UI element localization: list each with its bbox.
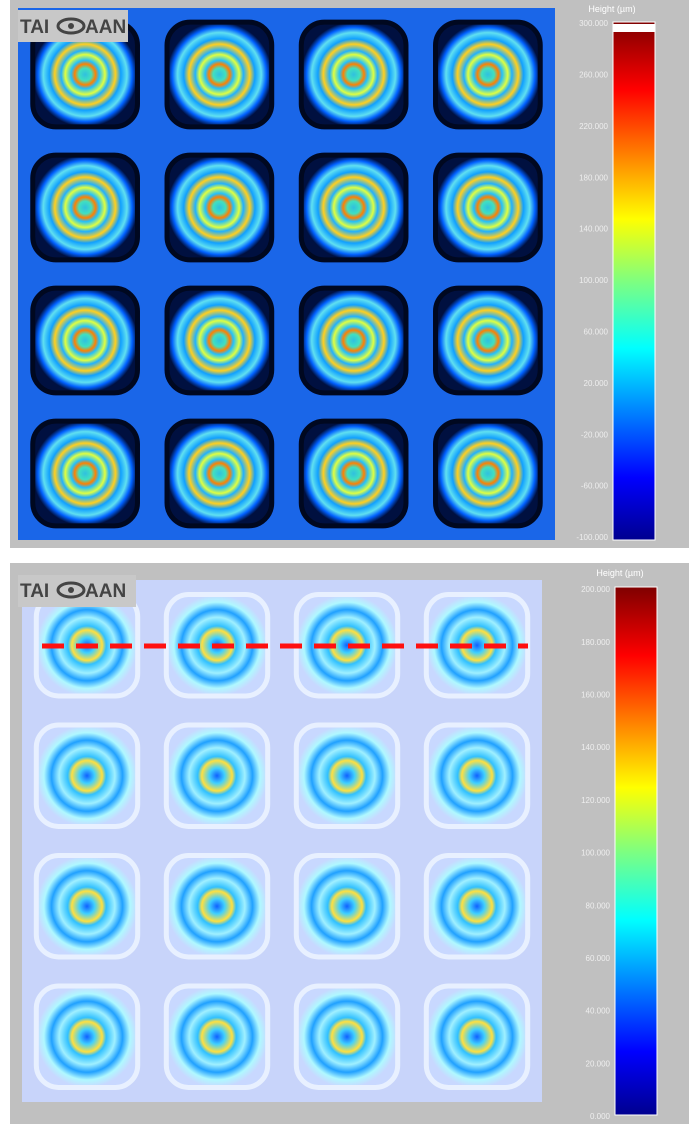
bump	[436, 288, 541, 393]
bump	[296, 986, 397, 1087]
logo-text: TAI	[20, 17, 49, 38]
colorbar-title: Height (µm)	[596, 568, 643, 578]
colorbar-tick: -100.000	[576, 533, 608, 542]
logo-text: AAN	[85, 17, 126, 38]
colorbar-tick: 180.000	[579, 173, 608, 182]
colorbar-tick: 60.000	[584, 328, 609, 337]
bump	[167, 155, 272, 260]
bump	[33, 155, 138, 260]
bump	[296, 725, 397, 826]
bump	[166, 986, 267, 1087]
colorbar-tick: 200.000	[581, 585, 610, 594]
bump	[36, 856, 137, 957]
colorbar-tick: 100.000	[579, 276, 608, 285]
logo-text: TAI	[20, 581, 49, 602]
colorbar-tick: 140.000	[579, 225, 608, 234]
colorbar-tick: 20.000	[584, 379, 609, 388]
bump	[301, 288, 406, 393]
bump	[36, 986, 137, 1087]
colorbar-tick: 20.000	[586, 1059, 611, 1068]
logo-text: AAN	[85, 581, 126, 602]
logo-eye	[68, 23, 74, 29]
colorbar-tick: 100.000	[581, 849, 610, 858]
colorbar-tick: -20.000	[581, 430, 609, 439]
logo-eye	[68, 587, 74, 593]
colorbar-tick: 180.000	[581, 638, 610, 647]
bump	[166, 725, 267, 826]
bump	[426, 725, 527, 826]
colorbar-tick: -60.000	[581, 482, 609, 491]
bump	[167, 421, 272, 526]
colorbar-tick: 160.000	[581, 691, 610, 700]
bump	[426, 856, 527, 957]
bump	[436, 421, 541, 526]
bump	[166, 856, 267, 957]
colorbar-tick: 60.000	[586, 954, 611, 963]
colorbar-tick: 140.000	[581, 743, 610, 752]
bump	[436, 22, 541, 127]
colorbar	[613, 22, 655, 540]
colorbar-cap	[613, 24, 655, 32]
colorbar-title: Height (µm)	[588, 4, 635, 14]
bump	[301, 22, 406, 127]
bump	[426, 595, 527, 696]
colorbar-tick: 0.000	[590, 1112, 611, 1121]
page: Height (µm) Height (µm) TAI AAN TAI AAN …	[0, 0, 689, 1124]
bump	[33, 288, 138, 393]
colorbar-tick: 120.000	[581, 796, 610, 805]
bump	[301, 421, 406, 526]
bump	[167, 288, 272, 393]
colorbar-tick: 40.000	[586, 1007, 611, 1016]
bump	[167, 22, 272, 127]
colorbar	[615, 587, 657, 1115]
screenshot: Height (µm) Height (µm) TAI AAN TAI AAN …	[0, 0, 689, 1124]
bump	[296, 856, 397, 957]
bump	[301, 155, 406, 260]
colorbar-tick: 220.000	[579, 122, 608, 131]
colorbar-tick: 260.000	[579, 71, 608, 80]
colorbar-tick: 300.000	[579, 19, 608, 28]
bump	[436, 155, 541, 260]
bump	[36, 725, 137, 826]
colorbar-tick: 80.000	[586, 901, 611, 910]
bump	[426, 986, 527, 1087]
bump	[33, 421, 138, 526]
